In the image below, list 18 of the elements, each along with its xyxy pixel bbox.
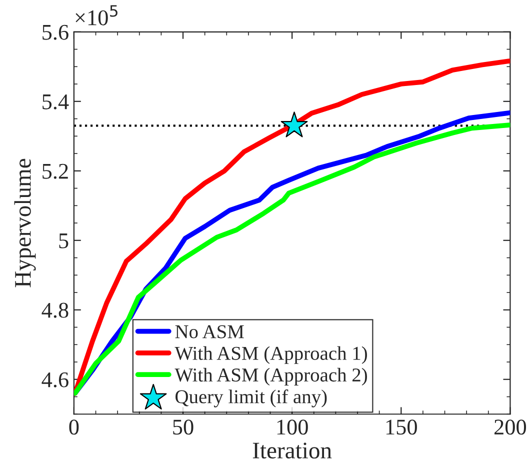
- x-axis-title: Iteration: [252, 442, 332, 459]
- legend-label: With ASM (Approach 1): [174, 346, 367, 364]
- y-tick-label: 5.6: [42, 24, 68, 40]
- x-tick-label: 150: [386, 420, 417, 435]
- legend-label: No ASM: [175, 325, 244, 338]
- y-tick-label: 5.4: [42, 94, 69, 110]
- x-tick-label: 0: [69, 420, 79, 435]
- legend-label: With ASM (Approach 2): [174, 368, 367, 386]
- y-tick-label: 5.2: [42, 164, 68, 179]
- x-tick-label: 50: [173, 420, 194, 435]
- y-tick-label: 4.8: [42, 302, 68, 318]
- y-tick-label: 4.6: [42, 372, 68, 388]
- y-axis-title: Hypervolume: [14, 158, 36, 288]
- text: ×10$^{5}$: [76, 5, 118, 26]
- x-tick-label: 200: [494, 420, 526, 435]
- y-tick-label: 5: [59, 234, 68, 248]
- x-tick-label: 100: [277, 420, 308, 435]
- legend-label: Query limit (if any): [176, 389, 327, 408]
